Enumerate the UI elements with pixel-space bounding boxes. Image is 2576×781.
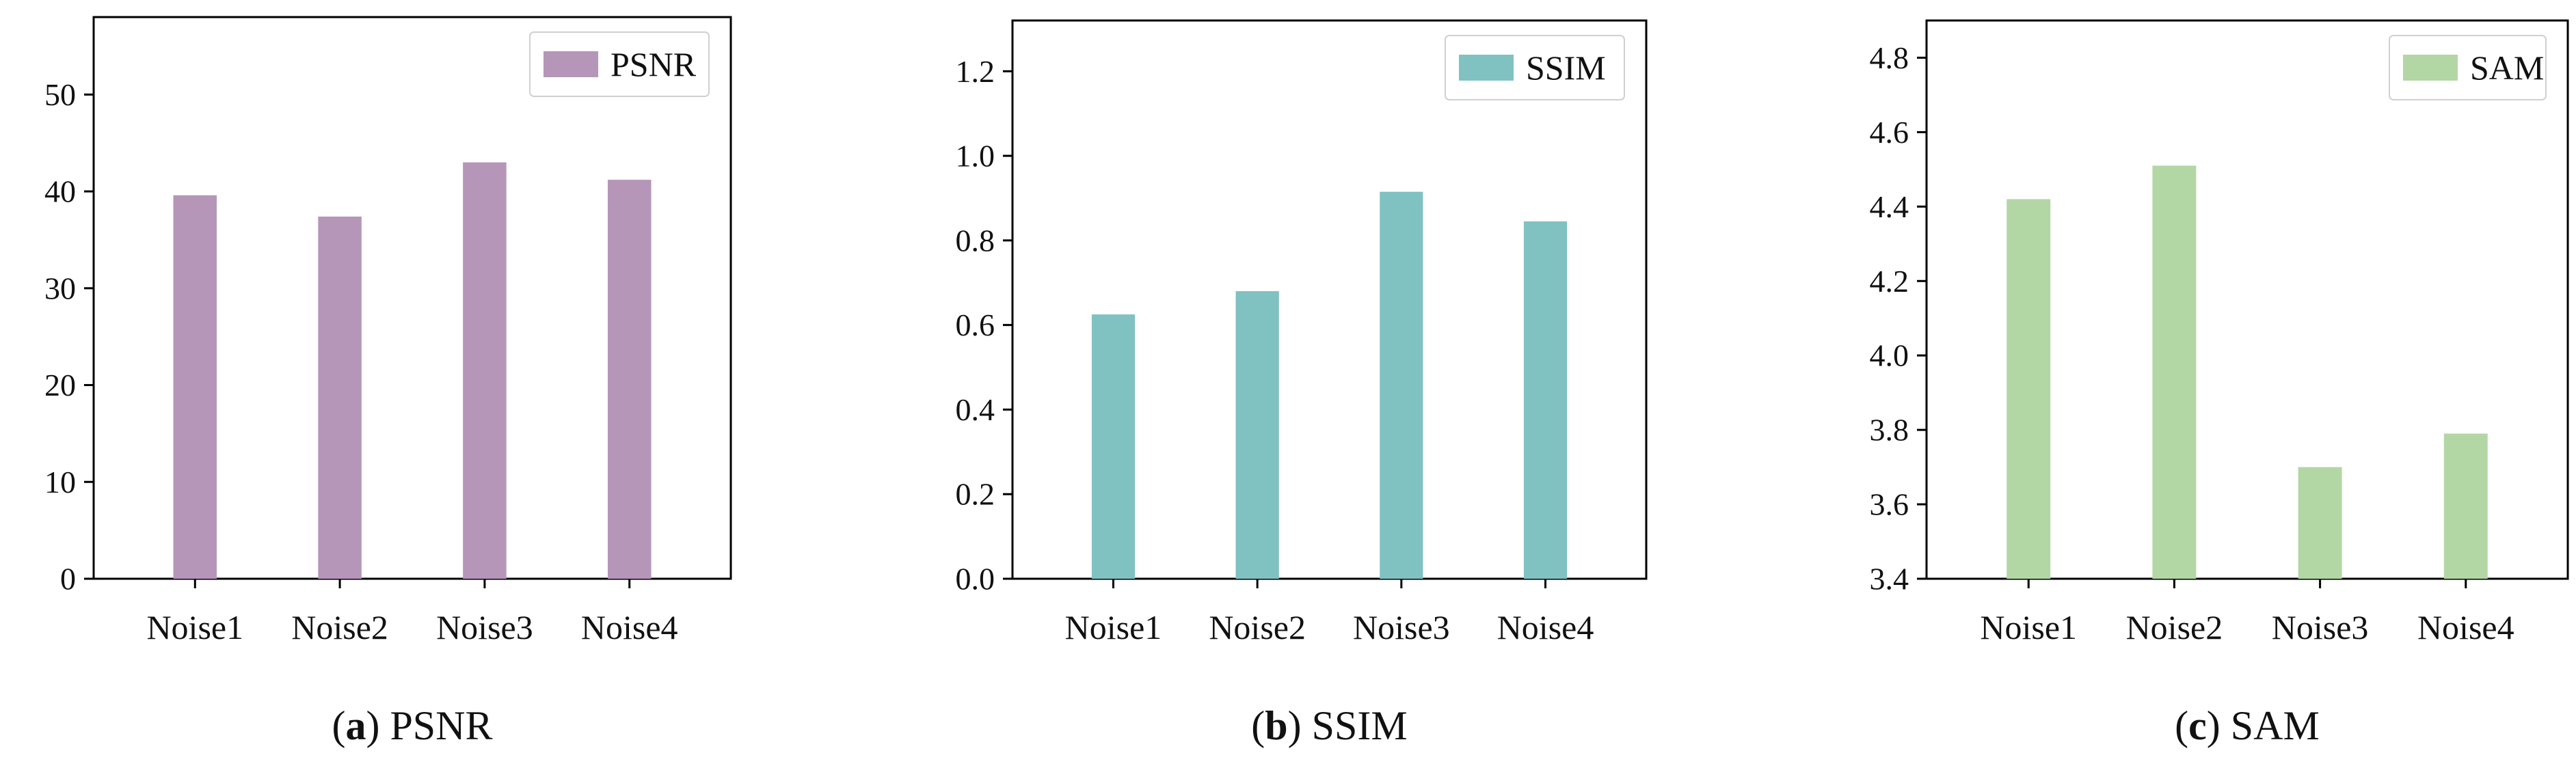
x-tick-label: Noise1 <box>1980 608 2077 646</box>
bar-noise2 <box>2152 165 2197 579</box>
caption-title: PSNR <box>390 703 492 748</box>
y-tick-label: 50 <box>44 77 76 112</box>
y-tick-label: 0.8 <box>956 223 995 258</box>
y-tick-label: 30 <box>44 271 76 305</box>
legend-swatch <box>544 51 598 77</box>
y-tick-label: 4.6 <box>1870 115 1909 150</box>
bar-noise2 <box>1235 291 1279 579</box>
x-tick-label: Noise1 <box>146 608 243 646</box>
legend-box <box>1445 35 1625 100</box>
y-tick-label: 1.0 <box>956 139 995 174</box>
axes-frame <box>1011 19 1648 580</box>
legend: PSNR <box>529 31 710 97</box>
bar-noise1 <box>1091 314 1136 579</box>
y-tick-label: 0.0 <box>956 562 995 597</box>
legend-label: SAM <box>2470 49 2544 87</box>
x-tick-label: Noise4 <box>1497 608 1594 646</box>
legend-label: SSIM <box>1526 49 1606 87</box>
y-tick-label: 0.4 <box>956 392 995 427</box>
x-tick-label: Noise2 <box>291 608 388 646</box>
x-tick-label: Noise2 <box>1209 608 1306 646</box>
legend: SSIM <box>1445 35 1625 100</box>
y-tick-label: 3.8 <box>1870 413 1909 448</box>
bar-noise4 <box>607 180 652 579</box>
legend-box <box>529 31 710 97</box>
caption-letter: b <box>1265 703 1287 748</box>
y-tick-label: 0 <box>60 562 76 597</box>
x-tick-label: Noise4 <box>581 608 678 646</box>
legend-swatch <box>2403 55 2458 81</box>
y-tick-label: 3.6 <box>1870 487 1909 522</box>
caption-title: SSIM <box>1312 703 1408 748</box>
bar-noise3 <box>463 162 507 579</box>
panel-caption: (c) SAM <box>2175 703 2320 748</box>
bar-noise4 <box>2443 433 2488 579</box>
legend-swatch <box>1459 55 1514 81</box>
bar-noise3 <box>1380 191 1423 579</box>
x-tick-label: Noise1 <box>1065 608 1162 646</box>
bar-noise1 <box>2007 199 2051 579</box>
caption-letter: c <box>2188 703 2207 748</box>
y-tick-label: 0.2 <box>956 477 995 512</box>
panel-c: 3.4 3.6 3.8 4.0 4.2 4.4 4.6 4.8 Noise1 Noise2 Nois… <box>1870 19 2569 748</box>
y-tick-label: 10 <box>44 465 76 499</box>
bar-noise4 <box>1523 221 1568 579</box>
y-tick-label: 4.2 <box>1870 264 1909 299</box>
panel-b: 0.0 0.2 0.4 0.6 0.8 1.0 1.2 Noise1 Noise2 Noise3 N… <box>956 19 1648 748</box>
panel-caption: (b) SSIM <box>1251 703 1407 748</box>
x-tick-label: Noise4 <box>2417 608 2514 646</box>
caption-letter: a <box>345 703 366 748</box>
y-tick-label: 0.6 <box>956 307 995 342</box>
bar-noise3 <box>2298 467 2342 579</box>
legend-box <box>2389 35 2547 100</box>
bar-noise1 <box>173 195 217 579</box>
y-tick-label: 1.2 <box>956 54 995 89</box>
caption-title: SAM <box>2231 703 2320 748</box>
x-tick-label: Noise3 <box>1353 608 1450 646</box>
x-tick-label: Noise3 <box>436 608 533 646</box>
x-tick-label: Noise2 <box>2126 608 2223 646</box>
y-tick-label: 20 <box>44 368 76 402</box>
legend: SAM <box>2389 35 2547 100</box>
y-tick-label: 4.8 <box>1870 40 1909 75</box>
bar-noise2 <box>318 216 362 579</box>
axes-frame <box>92 16 732 580</box>
panel-caption: (a) PSNR <box>332 703 492 748</box>
y-tick-label: 4.4 <box>1870 189 1909 224</box>
y-tick-label: 40 <box>44 174 76 209</box>
y-tick-label: 3.4 <box>1870 562 1909 597</box>
y-tick-label: 4.0 <box>1870 338 1909 373</box>
legend-label: PSNR <box>611 45 697 83</box>
x-tick-label: Noise3 <box>2272 608 2369 646</box>
axes-frame <box>1925 19 2569 580</box>
